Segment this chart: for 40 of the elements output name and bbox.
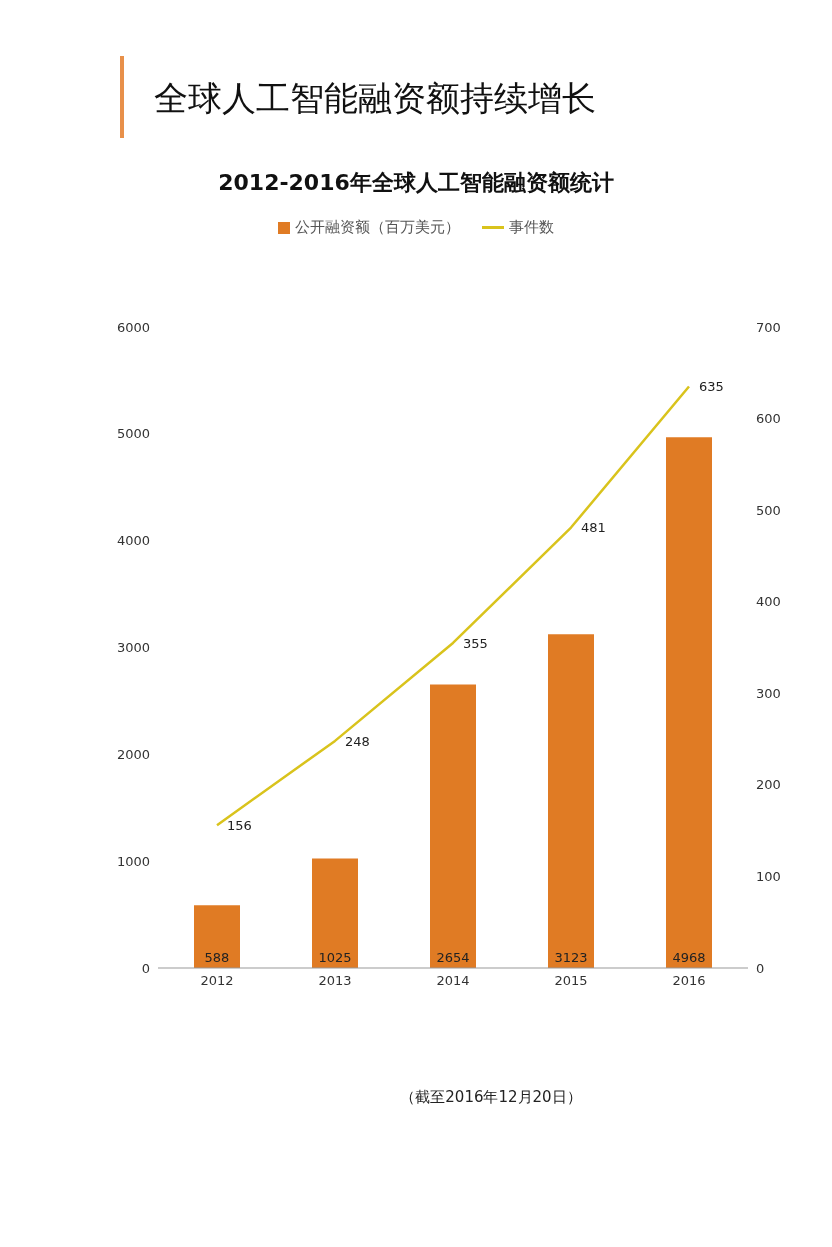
data-label: 355 [463,635,488,651]
data-label: 635 [699,379,724,395]
x-tick-label: 2012 [200,973,234,989]
y-tick-label: 0 [141,960,150,976]
chart-title: 全球人工智能融资额持续增长 [154,77,596,120]
bar [666,437,712,968]
y2-tick-label: 300 [756,685,781,701]
x-tick-label: 2015 [554,973,588,989]
data-label: 248 [345,733,370,749]
data-label: 3123 [554,950,588,965]
text: （截至2016年12月20日） [399,1088,583,1107]
y2-tick-label: 500 [756,502,781,518]
x-tick-label: 2013 [318,973,352,989]
y2-tick-label: 400 [756,594,781,610]
y2-tick-label: 200 [756,777,781,793]
bar [430,684,476,968]
y-tick-label: 1000 [116,853,150,869]
bar [548,634,594,968]
chart-subtitle: 2012-2016年全球人工智能融资额统计 [217,169,615,197]
legend-label: 事件数 [508,218,554,237]
y-tick-label: 2000 [116,746,150,762]
y-tick-label: 4000 [116,533,150,549]
legend-label: 公开融资额（百万美元） [294,218,460,237]
x-tick-label: 2016 [672,973,706,989]
y2-tick-label: 0 [756,960,765,976]
y-tick-label: 6000 [116,319,150,335]
y2-tick-label: 600 [756,411,781,427]
bar [312,858,358,968]
x-tick-label: 2014 [436,973,470,989]
data-label: 588 [204,950,230,965]
bar [194,905,240,968]
data-label: 481 [581,520,606,536]
data-label: 4968 [672,950,706,965]
data-label: 156 [227,817,252,833]
data-label: 1025 [318,950,352,965]
y-tick-label: 5000 [116,426,150,442]
data-label: 2654 [436,950,470,965]
y2-tick-label: 100 [756,869,781,885]
y-tick-label: 3000 [116,640,150,656]
y2-tick-label: 700 [756,319,781,335]
